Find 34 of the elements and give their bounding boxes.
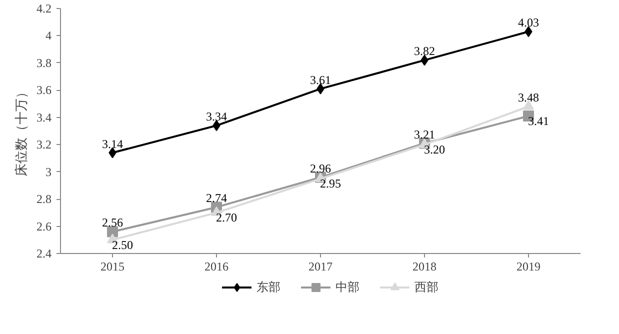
data-label: 2.95: [320, 176, 341, 191]
data-label: 3.61: [310, 72, 331, 87]
y-tick-label: 3: [46, 164, 52, 179]
data-label: 2.56: [102, 216, 123, 230]
data-label: 2.74: [206, 191, 227, 206]
x-tick-label: 2019: [516, 260, 540, 274]
data-label: 2.50: [112, 238, 133, 252]
data-label: 2.70: [216, 210, 237, 225]
data-label: 2.96: [310, 161, 331, 176]
y-tick-label: 3.6: [36, 83, 52, 98]
data-label: 3.14: [102, 136, 123, 151]
y-tick-label: 4: [46, 28, 52, 43]
y-tick-label: 4.2: [36, 2, 52, 16]
y-tick-label: 3.4: [36, 110, 52, 124]
data-label: 3.48: [518, 90, 539, 104]
x-tick-label: 2018: [412, 260, 436, 274]
y-axis-title: 床位数（十万）: [14, 86, 28, 176]
legend-label: 中部: [336, 278, 360, 296]
y-tick-label: 2.6: [36, 219, 52, 234]
x-tick-label: 2017: [308, 260, 332, 274]
data-label: 3.20: [424, 142, 445, 157]
data-label: 3.34: [206, 110, 227, 124]
data-label: 3.82: [414, 44, 435, 58]
y-tick-label: 2.4: [36, 246, 52, 260]
data-label: 4.03: [518, 16, 539, 30]
legend-label: 东部: [256, 278, 280, 296]
x-tick-label: 2015: [100, 260, 124, 274]
data-label: 3.21: [414, 127, 435, 142]
y-tick-label: 2.8: [36, 192, 52, 206]
data-label: 3.41: [528, 114, 549, 128]
y-tick-label: 3.2: [36, 138, 52, 152]
legend-label: 西部: [414, 278, 438, 296]
y-tick-label: 3.8: [36, 56, 52, 70]
x-tick-label: 2016: [204, 260, 228, 274]
